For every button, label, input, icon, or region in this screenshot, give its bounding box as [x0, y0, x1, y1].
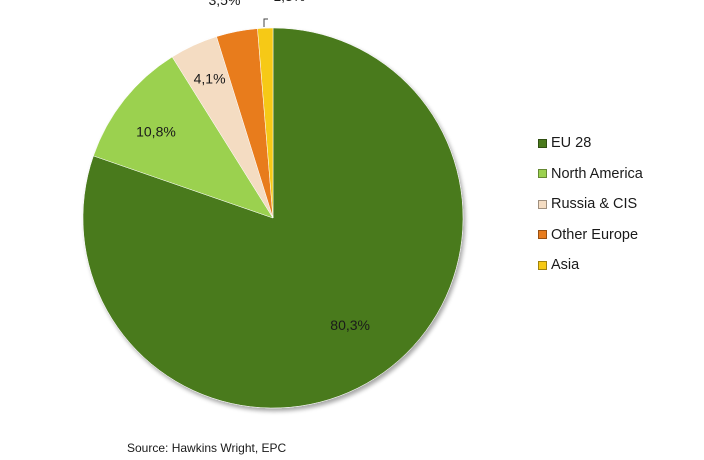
legend-swatch-eu28	[538, 138, 547, 148]
legend-swatch-russia-cis	[538, 199, 547, 209]
slice-label-asia: 1,3%	[273, 0, 305, 4]
asia-leader-line	[263, 18, 268, 27]
legend-item-asia: Asia	[538, 250, 643, 281]
slice-asia	[257, 27, 274, 219]
legend-item-north-america: North America	[538, 159, 643, 190]
slice-label-north-america: 10,8%	[136, 124, 176, 140]
legend-label-russia-cis: Russia & CIS	[551, 196, 638, 213]
slice-labels: 80,3% 10,8% 4,1% 3,5% 1,3%	[136, 0, 370, 333]
legend-swatch-asia	[538, 260, 547, 270]
slice-label-other-europe: 3,5%	[209, 0, 241, 8]
slice-north-america	[93, 56, 274, 219]
legend-label-other-europe: Other Europe	[551, 226, 639, 243]
legend-item-other-europe: Other Europe	[538, 220, 643, 251]
legend-label-eu28: EU 28	[551, 135, 592, 152]
legend-item-eu28: EU 28	[538, 128, 643, 159]
slice-label-eu28: 80,3%	[330, 317, 370, 333]
legend-label-north-america: North America	[551, 165, 643, 182]
legend-item-russia-cis: Russia & CIS	[538, 189, 643, 220]
slice-label-russia-cis: 4,1%	[194, 71, 226, 87]
legend: EU 28 North America Russia & CIS Other Euro…	[538, 128, 643, 281]
legend-label-asia: Asia	[551, 257, 580, 274]
pie-slices	[82, 27, 464, 409]
legend-swatch-other-europe	[538, 230, 547, 240]
legend-swatch-north-america	[538, 169, 547, 179]
source-note: Source: Hawkins Wright, EPC	[127, 441, 287, 455]
